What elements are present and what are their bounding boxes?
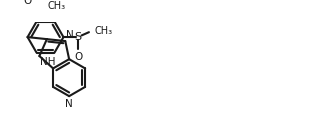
- Text: NH: NH: [40, 57, 56, 67]
- Text: N: N: [65, 99, 73, 109]
- Text: CH₃: CH₃: [95, 26, 113, 36]
- Text: CH₃: CH₃: [47, 1, 65, 11]
- Text: N: N: [66, 30, 74, 40]
- Text: O: O: [23, 0, 32, 6]
- Text: O: O: [74, 52, 82, 62]
- Text: S: S: [75, 32, 82, 42]
